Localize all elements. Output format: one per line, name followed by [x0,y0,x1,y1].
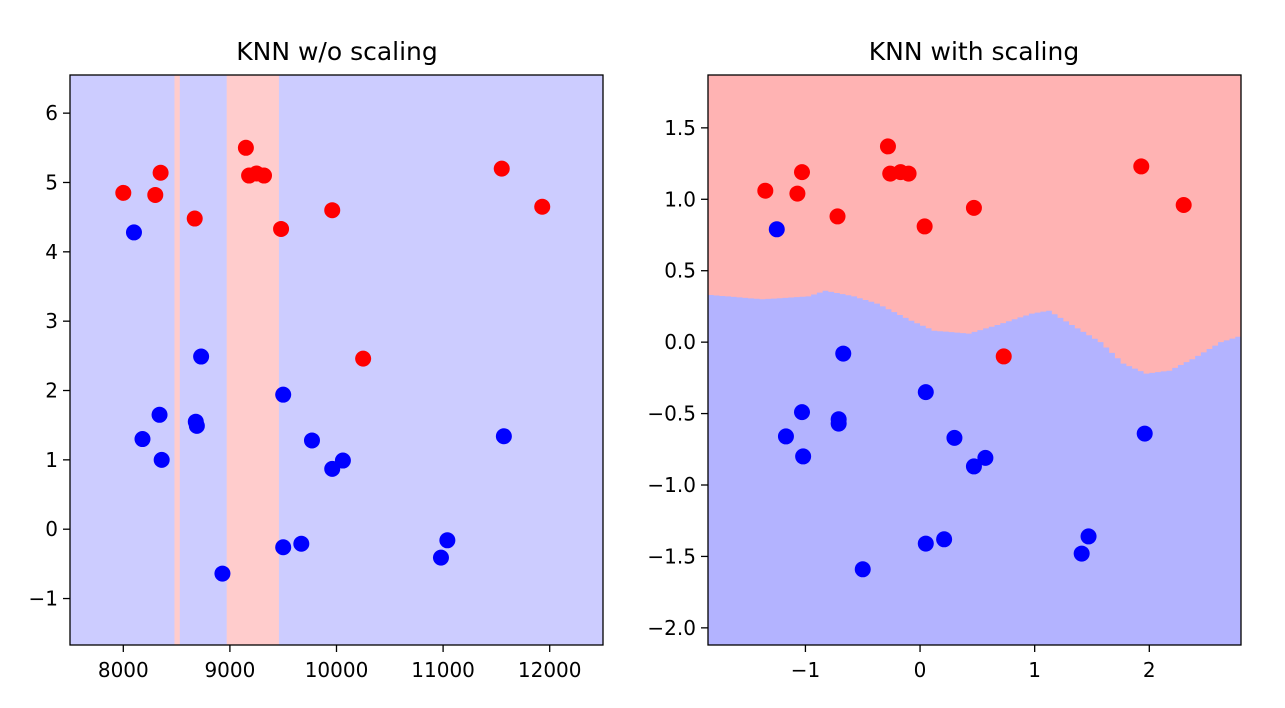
data-point [900,165,917,182]
y-tick-label: −1.5 [647,544,696,568]
chart-right-y-axis: −2.0 −1.5 −1.0 −0.5 0.0 0.5 1.0 1.5 [647,116,708,640]
data-point [432,549,449,566]
data-point [495,428,512,445]
data-point [995,348,1012,365]
data-point [835,345,852,362]
data-point [256,167,273,184]
data-point [275,539,292,556]
data-point [188,417,205,434]
chart-right-regions [708,75,1241,374]
x-tick-label: 1 [1028,658,1041,682]
y-tick-label: −1.0 [647,473,696,497]
chart-left-plot-area [70,75,603,645]
x-tick-label: 11000 [411,658,475,682]
data-point [293,535,310,552]
data-point [152,164,169,181]
data-point [534,198,551,215]
data-point [795,448,812,465]
y-tick-label: 2 [45,379,58,403]
y-tick-label: −0.5 [647,402,696,426]
y-tick-label: 6 [45,101,58,125]
data-point [965,458,982,475]
y-tick-label: −2.0 [647,616,696,640]
y-tick-label: 0.0 [664,330,696,354]
chart-left-title: KNN w/o scaling [236,37,438,66]
decision-region-band [226,75,279,645]
y-tick-label: 5 [45,170,58,194]
data-point [1073,545,1090,562]
data-point [1133,158,1150,175]
data-point [917,384,934,401]
x-tick-label: −1 [791,658,820,682]
data-point [757,182,774,199]
data-point [789,185,806,202]
data-point [273,220,290,237]
data-point [830,415,847,432]
data-point [151,406,168,423]
y-tick-label: 1 [45,448,58,472]
decision-region-upper [708,75,1241,374]
y-tick-label: 1.0 [664,187,696,211]
x-tick-label: 8000 [98,658,149,682]
data-point [125,224,142,241]
data-point [879,138,896,155]
chart-right: KNN with scaling −1 0 1 2 −2.0 −1.5 −1.0 −0.5 0… [647,37,1242,682]
data-point [829,208,846,225]
data-point [147,186,164,203]
chart-right-frame [707,74,1242,646]
data-point [977,449,994,466]
data-point [965,199,982,216]
y-tick-label: 3 [45,309,58,333]
decision-region-band [174,75,180,645]
x-tick-label: 10000 [305,658,369,682]
data-point [193,348,210,365]
chart-left-y-axis: −1 0 1 2 3 4 5 6 [29,101,70,611]
data-point [334,452,351,469]
data-point [1136,425,1153,442]
data-point [936,531,953,548]
chart-left-x-axis: 8000 9000 10000 11000 12000 [98,645,582,682]
data-point [777,428,794,445]
y-tick-label: 0.5 [664,259,696,283]
data-point [854,561,871,578]
y-tick-label: 0 [45,517,58,541]
chart-right-x-axis: −1 0 1 2 [791,645,1156,682]
chart-left-points [115,139,551,582]
y-tick-label: −1 [29,587,58,611]
y-tick-label: 1.5 [664,116,696,140]
data-point [303,432,320,449]
data-point [275,386,292,403]
data-point [916,218,933,235]
data-point [134,431,151,448]
data-point [153,451,170,468]
data-point [439,532,456,549]
data-point [1080,528,1097,545]
data-point [793,404,810,421]
data-point [793,164,810,181]
data-point [1175,197,1192,213]
data-point [946,429,963,446]
x-tick-label: 12000 [518,658,582,682]
x-tick-label: 9000 [204,658,255,682]
data-point [186,210,203,227]
data-point [917,535,934,552]
x-tick-label: 0 [914,658,927,682]
chart-right-points [757,138,1192,578]
data-point [768,221,785,238]
data-point [493,160,510,177]
y-tick-label: 4 [45,240,58,264]
data-point [115,184,132,201]
data-point [237,139,254,156]
chart-right-title: KNN with scaling [869,37,1079,66]
data-point [355,350,372,367]
data-point [214,565,231,582]
x-tick-label: 2 [1143,658,1156,682]
data-point [324,202,341,219]
chart-left: KNN w/o scaling 8000 9000 10000 11000 12000 … [29,37,604,682]
